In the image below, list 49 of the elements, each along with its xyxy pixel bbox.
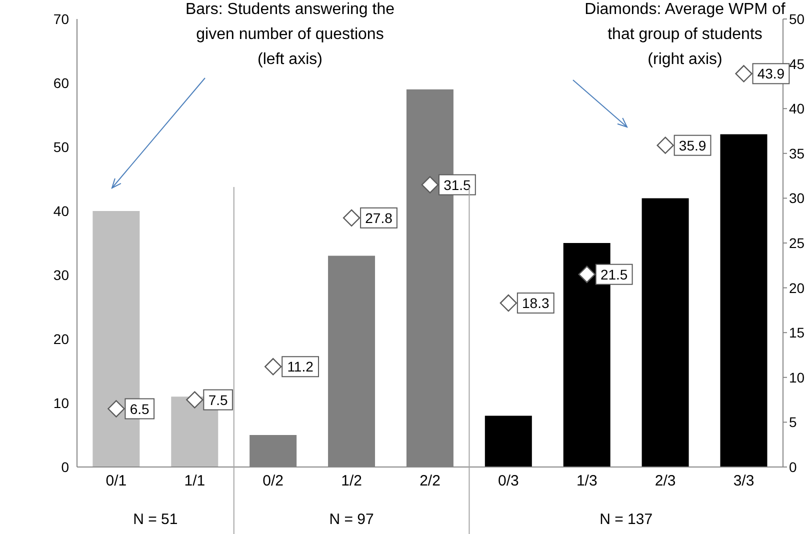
point <box>421 176 439 194</box>
x-tick-label: 1/3 <box>576 472 598 490</box>
data-label: 6.5 <box>130 400 150 417</box>
annotation: Bars: Students answering the given number of questions (left axis) <box>185 1 395 68</box>
y2-tick-label: 15 <box>789 324 805 341</box>
y2-tick-label: 25 <box>789 234 805 251</box>
text: N = 51 <box>133 511 178 528</box>
data-label: 31.5 <box>444 176 472 193</box>
data-label: 35.9 <box>678 137 706 154</box>
y-tick-label: 0 <box>61 458 70 475</box>
data-label: 11.2 <box>287 358 314 375</box>
y2-tick-label: 10 <box>789 369 805 386</box>
x-tick-label: 0/1 <box>106 472 127 490</box>
y-tick-label: 30 <box>53 266 70 283</box>
x-tick-label: 2/3 <box>654 472 676 490</box>
y2-tick-label: 30 <box>789 190 805 206</box>
x-tick-label: 1/2 <box>341 472 362 490</box>
bar <box>642 198 689 467</box>
y-tick-label: 70 <box>53 10 70 27</box>
annotation: Diamonds: Average WPM of that group of students (right axis) <box>584 1 786 68</box>
x-tick-label: 0/2 <box>262 472 284 490</box>
x-tick-label: 1/1 <box>184 472 206 490</box>
x-tick-label: 3/3 <box>733 472 754 490</box>
data-label: 7.5 <box>208 392 228 408</box>
data-label: 21.5 <box>600 266 628 282</box>
y2-tick-label: 45 <box>789 56 805 72</box>
y2-tick-label: 40 <box>789 100 805 117</box>
point <box>186 391 204 408</box>
y2-tick-label: 20 <box>789 280 805 296</box>
y-tick-label: 50 <box>53 138 70 155</box>
y-tick-label: 10 <box>53 394 70 411</box>
y-tick-label: 20 <box>53 330 70 347</box>
text: N = 97 <box>329 511 374 528</box>
y2-tick-label: 5 <box>789 414 797 430</box>
y-tick-label: 60 <box>53 74 70 91</box>
bar <box>720 134 768 467</box>
data-label: 27.8 <box>365 210 393 226</box>
y2-tick-label: 0 <box>789 458 797 475</box>
y2-tick-label: 35 <box>789 145 805 162</box>
y-tick-label: 40 <box>53 202 70 219</box>
data-label: 18.3 <box>522 295 550 312</box>
point <box>578 266 596 283</box>
y2-tick-label: 50 <box>789 10 805 27</box>
bar <box>484 416 532 467</box>
x-tick-label: 2/2 <box>420 472 440 490</box>
x-tick-label: 0/3 <box>498 472 519 490</box>
text: N = 137 <box>600 511 653 528</box>
data-label: 43.9 <box>757 66 785 82</box>
point <box>108 400 125 418</box>
